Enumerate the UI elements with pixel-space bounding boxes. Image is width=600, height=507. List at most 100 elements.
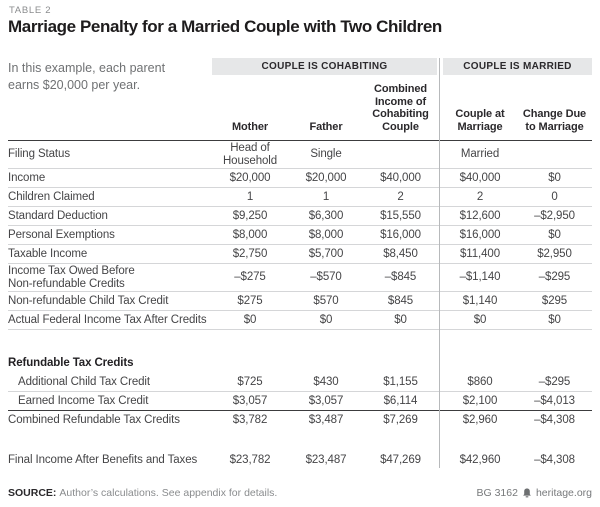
table-row: Final Income After Benefits and Taxes $23… (8, 451, 592, 470)
cell-change-due-to-marriage: 0 (551, 190, 558, 203)
cell-change-due-to-marriage: $295 (541, 294, 568, 307)
cell-change-due-to-marriage: $0 (548, 228, 561, 241)
cell-mother: $3,057 (232, 394, 268, 407)
cell-couple-at-marriage: $2,100 (462, 394, 498, 407)
table-number-label: TABLE 2 (9, 5, 52, 16)
table-header: In this example, each parent earns $20,0… (8, 58, 592, 141)
column-header-change-due-to-marriage: Change Due to Marriage (522, 108, 587, 133)
cell-father: $3,057 (308, 394, 344, 407)
row-label: Final Income After Benefits and Taxes (8, 454, 198, 466)
section-divider-line (439, 58, 440, 468)
table-row: Additional Child Tax Credit $725 $430 $1,15… (8, 373, 592, 392)
cell-change-due-to-marriage: $2,950 (537, 247, 572, 260)
table-row: Personal Exemptions $8,000 $8,000 $16,000 $1… (8, 226, 592, 245)
row-label: Children Claimed (8, 190, 95, 203)
cell-father: –$570 (310, 271, 342, 283)
row-label: Taxable Income (8, 247, 88, 260)
row-label: Additional Child Tax Credit (18, 375, 150, 388)
cell-combined: –$845 (384, 271, 417, 283)
table-intro-note: In this example, each parent earns $20,0… (8, 61, 166, 92)
table-row: Income $20,000 $20,000 $40,000 $40,000 $0 (8, 169, 592, 188)
cell-father: $0 (319, 313, 333, 326)
row-label: Standard Deduction (8, 209, 108, 222)
source-note: SOURCE: Author’s calculations. See append… (8, 487, 277, 499)
table-spacer-row (8, 430, 592, 451)
table-row: Filing Status Head of Household Single Marr… (8, 141, 592, 169)
cell-father: $3,487 (308, 414, 344, 426)
cell-change-due-to-marriage: –$295 (538, 375, 571, 388)
cell-father: $6,300 (308, 209, 344, 222)
table-row: Non-refundable Child Tax Credit $275 $570 $… (8, 292, 592, 311)
cell-change-due-to-marriage: $0 (548, 171, 561, 184)
site-name: heritage.org (535, 487, 592, 499)
cell-father: $23,487 (305, 454, 347, 466)
row-label: Personal Exemptions (8, 228, 115, 241)
doc-id: BG 3162 (476, 487, 518, 499)
cell-couple-at-marriage: 2 (476, 190, 484, 203)
cell-mother: 1 (246, 190, 254, 203)
cell-combined: $1,155 (383, 375, 418, 388)
cell-couple-at-marriage: –$1,140 (459, 271, 501, 283)
cell-father: $5,700 (308, 247, 344, 260)
table-row: Earned Income Tax Credit $3,057 $3,057 $6,1… (8, 392, 592, 411)
row-label: Combined Refundable Tax Credits (8, 414, 180, 426)
cell-combined: 2 (397, 190, 404, 203)
cell-change-due-to-marriage: –$4,308 (534, 454, 575, 466)
cell-couple-at-marriage: Married (460, 148, 500, 160)
cell-mother: $2,750 (232, 247, 268, 260)
cell-father: Single (310, 148, 342, 160)
cell-change-due-to-marriage: –$2,950 (534, 209, 575, 222)
cell-couple-at-marriage: $2,960 (462, 414, 498, 426)
cell-combined: $0 (394, 313, 407, 326)
column-header-couple-at-marriage: Couple at Marriage (455, 108, 505, 133)
cell-mother: Head of Household (222, 141, 278, 167)
cell-father: $430 (313, 375, 339, 388)
cell-combined: $16,000 (380, 228, 421, 241)
cell-mother: $23,782 (229, 454, 271, 466)
cell-couple-at-marriage: $1,140 (462, 294, 498, 307)
table-spacer-row (8, 330, 592, 351)
cell-father: 1 (322, 190, 330, 203)
cell-couple-at-marriage: $42,960 (459, 454, 501, 466)
column-header-father: Father (309, 120, 343, 133)
cell-combined: $7,269 (383, 414, 418, 426)
table-row: Combined Refundable Tax Credits $3,782 $3,… (8, 411, 592, 430)
row-label: Actual Federal Income Tax After Credits (8, 313, 207, 326)
cell-mother: $9,250 (232, 209, 268, 222)
source-text: Author’s calculations. See appendix for … (59, 487, 278, 499)
table-body: Filing Status Head of Household Single Marr… (8, 141, 592, 470)
column-header-combined-income: Combined Income of Cohabiting Couple (372, 83, 429, 133)
source-label: SOURCE: (8, 487, 57, 499)
table-row: Income Tax Owed Before Non-refundable Cr… (8, 264, 592, 292)
cell-mother: –$275 (234, 271, 266, 283)
footer-meta: BG 3162 heritage.org (477, 487, 593, 499)
cell-couple-at-marriage: $40,000 (459, 171, 501, 184)
group-header-cohabiting: COUPLE IS COHABITING (212, 58, 437, 75)
cell-mother: $8,000 (232, 228, 268, 241)
cell-father: $570 (313, 294, 339, 307)
table-row: Taxable Income $2,750 $5,700 $8,450 $11,400 $… (8, 245, 592, 264)
table-section-header-row: Refundable Tax Credits (8, 351, 592, 373)
cell-combined: $40,000 (380, 171, 421, 184)
table-row: Standard Deduction $9,250 $6,300 $15,550 $12… (8, 207, 592, 226)
row-label: Refundable Tax Credits (8, 357, 134, 369)
row-label: Income Tax Owed Before Non-refundable Cr… (8, 264, 135, 290)
cell-mother: $0 (243, 313, 257, 326)
cell-combined: $6,114 (383, 394, 418, 407)
cell-couple-at-marriage: $0 (473, 313, 487, 326)
cell-combined: $47,269 (380, 454, 421, 466)
data-table: In this example, each parent earns $20,0… (8, 58, 592, 470)
figure-footer: SOURCE: Author’s calculations. See append… (8, 487, 592, 499)
cell-mother: $725 (237, 375, 263, 388)
table-row: Actual Federal Income Tax After Credits $… (8, 311, 592, 330)
cell-father: $8,000 (308, 228, 344, 241)
cell-combined: $8,450 (383, 247, 418, 260)
row-label: Filing Status (8, 148, 70, 160)
cell-couple-at-marriage: $16,000 (459, 228, 501, 241)
row-label: Non-refundable Child Tax Credit (8, 294, 169, 307)
cell-change-due-to-marriage: –$4,013 (534, 394, 575, 407)
table-row: Children Claimed 1 1 2 2 0 (8, 188, 592, 207)
cell-mother: $275 (237, 294, 263, 307)
cell-father: $20,000 (305, 171, 347, 184)
